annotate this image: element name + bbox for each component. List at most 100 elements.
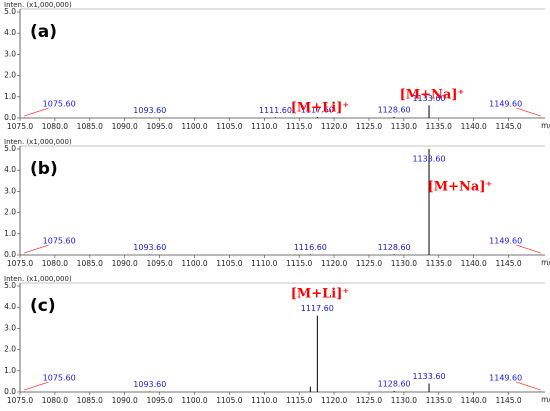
x-tick-label: 1085.0 xyxy=(77,259,103,268)
y-tick-label: 4.0 xyxy=(4,302,16,311)
x-axis-label: m/z xyxy=(541,258,550,267)
x-tick-label: 1140.0 xyxy=(461,122,487,131)
peak-label: 1117.60 xyxy=(301,105,334,114)
x-tick-label: 1100.0 xyxy=(181,396,207,405)
x-tick-label: 1080.0 xyxy=(42,396,68,405)
x-tick-label: 1125.0 xyxy=(356,396,382,405)
leader-line xyxy=(516,381,541,391)
annotation: [M+Na]⁺ xyxy=(428,180,493,195)
x-tick-label: 1100.0 xyxy=(181,259,207,268)
peak-label: 1133.60 xyxy=(412,155,445,164)
y-tick-label: 1.0 xyxy=(4,92,16,101)
x-tick-label: 1085.0 xyxy=(77,122,103,131)
peak-label: 1093.60 xyxy=(133,106,166,115)
peak-label: 1075.60 xyxy=(43,374,76,383)
x-tick-label: 1125.0 xyxy=(356,122,382,131)
x-tick-label: 1110.0 xyxy=(251,259,277,268)
y-tick-label: 2.0 xyxy=(4,71,16,80)
peak-label: 1149.60 xyxy=(489,237,522,246)
x-tick-label: 1120.0 xyxy=(321,259,347,268)
y-tick-label: 0.0 xyxy=(4,113,16,122)
peak-label: 1128.60 xyxy=(378,105,411,114)
x-tick-label: 1145.0 xyxy=(495,396,521,405)
y-tick-label: 5.0 xyxy=(4,7,16,16)
y-tick-label: 3.0 xyxy=(4,49,16,58)
x-tick-label: 1130.0 xyxy=(391,122,417,131)
x-tick-label: 1090.0 xyxy=(112,122,138,131)
peak-label: 1149.60 xyxy=(489,100,522,109)
peak-label: 1133.60 xyxy=(412,372,445,381)
x-tick-label: 1090.0 xyxy=(112,396,138,405)
x-tick-label: 1135.0 xyxy=(426,396,452,405)
leader-line xyxy=(516,107,541,117)
x-tick-label: 1075.0 xyxy=(7,122,33,131)
x-tick-label: 1140.0 xyxy=(461,259,487,268)
y-tick-label: 5.0 xyxy=(4,144,16,153)
leader-line xyxy=(24,244,49,254)
y-tick-label: 0.0 xyxy=(4,387,16,396)
peak-label: 1093.60 xyxy=(133,380,166,389)
peak-label: 1093.60 xyxy=(133,243,166,252)
panel-label: (b) xyxy=(30,159,58,179)
x-tick-label: 1145.0 xyxy=(495,259,521,268)
leader-line xyxy=(516,244,541,254)
y-tick-label: 1.0 xyxy=(4,366,16,375)
x-tick-label: 1095.0 xyxy=(146,259,172,268)
x-tick-label: 1140.0 xyxy=(461,396,487,405)
y-axis-label: Inten. (x1,000,000) xyxy=(4,275,72,283)
y-axis-label: Inten. (x1,000,000) xyxy=(4,138,72,146)
x-tick-label: 1125.0 xyxy=(356,259,382,268)
peak-label: 1111.60 xyxy=(259,106,292,115)
peak-label: 1075.60 xyxy=(43,237,76,246)
panel-label: (a) xyxy=(30,22,57,42)
x-tick-label: 1105.0 xyxy=(216,122,242,131)
x-tick-label: 1130.0 xyxy=(391,396,417,405)
x-tick-label: 1075.0 xyxy=(7,396,33,405)
x-axis-label: m/z xyxy=(541,395,550,404)
leader-line xyxy=(24,381,49,391)
y-tick-label: 2.0 xyxy=(4,208,16,217)
y-tick-label: 4.0 xyxy=(4,28,16,37)
peak-label: 1128.60 xyxy=(378,379,411,388)
panel-label: (c) xyxy=(30,296,56,316)
x-tick-label: 1145.0 xyxy=(495,122,521,131)
x-tick-label: 1105.0 xyxy=(216,396,242,405)
x-tick-label: 1120.0 xyxy=(321,122,347,131)
y-tick-label: 4.0 xyxy=(4,165,16,174)
y-tick-label: 0.0 xyxy=(4,250,16,259)
x-tick-label: 1080.0 xyxy=(42,122,68,131)
annotation: [M+Li]⁺ xyxy=(291,101,350,116)
peak-label: 1075.60 xyxy=(43,100,76,109)
x-tick-label: 1095.0 xyxy=(146,396,172,405)
x-tick-label: 1075.0 xyxy=(7,259,33,268)
y-tick-label: 1.0 xyxy=(4,229,16,238)
x-tick-label: 1120.0 xyxy=(321,396,347,405)
x-tick-label: 1085.0 xyxy=(77,396,103,405)
x-tick-label: 1110.0 xyxy=(251,396,277,405)
x-tick-label: 1115.0 xyxy=(286,122,312,131)
y-tick-label: 3.0 xyxy=(4,186,16,195)
y-tick-label: 3.0 xyxy=(4,323,16,332)
x-tick-label: 1130.0 xyxy=(391,259,417,268)
x-tick-label: 1090.0 xyxy=(112,259,138,268)
x-axis-label: m/z xyxy=(541,121,550,130)
peak-label: 1116.60 xyxy=(294,243,327,252)
x-tick-label: 1135.0 xyxy=(426,122,452,131)
y-tick-label: 2.0 xyxy=(4,345,16,354)
x-tick-label: 1115.0 xyxy=(286,396,312,405)
annotation: [M+Na]⁺ xyxy=(400,88,465,103)
x-tick-label: 1115.0 xyxy=(286,259,312,268)
leader-line xyxy=(24,107,49,117)
x-tick-label: 1095.0 xyxy=(146,122,172,131)
x-tick-label: 1100.0 xyxy=(181,122,207,131)
y-axis-label: Inten. (x1,000,000) xyxy=(4,1,72,9)
x-tick-label: 1105.0 xyxy=(216,259,242,268)
x-tick-label: 1080.0 xyxy=(42,259,68,268)
peak-label: 1149.60 xyxy=(489,374,522,383)
peak-label: 1133.60 xyxy=(412,94,445,103)
peak-label: 1117.60 xyxy=(301,304,334,313)
x-tick-label: 1135.0 xyxy=(426,259,452,268)
y-tick-label: 5.0 xyxy=(4,281,16,290)
x-tick-label: 1110.0 xyxy=(251,122,277,131)
